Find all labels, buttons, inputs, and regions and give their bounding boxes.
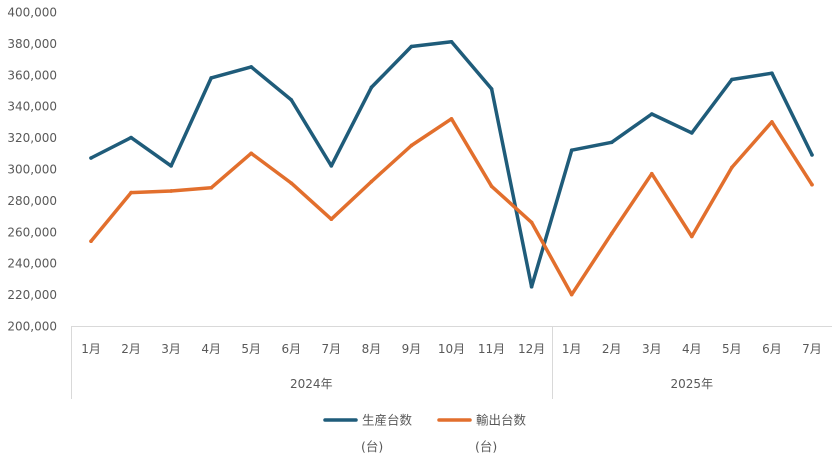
data-point	[369, 179, 374, 184]
x-tick-label: 6月	[281, 342, 301, 356]
data-point	[129, 190, 133, 195]
data-point	[409, 143, 414, 148]
y-tick-label: 280,000	[7, 194, 57, 208]
x-tick-label: 9月	[402, 342, 422, 356]
data-point	[449, 116, 454, 121]
x-tick-label: 7月	[322, 342, 342, 356]
data-point	[489, 87, 494, 91]
x-tick-label: 2月	[602, 342, 622, 356]
y-tick-label: 200,000	[7, 320, 57, 334]
x-tick-label: 2月	[121, 342, 141, 356]
y-tick-label: 360,000	[7, 68, 57, 82]
data-point	[329, 164, 334, 168]
data-point	[770, 120, 774, 124]
data-point	[329, 217, 334, 222]
data-point	[810, 182, 814, 187]
x-tick-label: 6月	[762, 342, 782, 356]
y-tick-label: 320,000	[7, 131, 57, 145]
data-point	[569, 292, 574, 297]
series-line-2	[89, 117, 814, 297]
data-point	[489, 184, 494, 189]
data-point	[169, 189, 173, 193]
data-point	[609, 231, 614, 236]
x-tick-label: 5月	[241, 342, 261, 356]
data-point	[529, 220, 534, 225]
x-tick-label: 1月	[81, 342, 101, 356]
y-tick-label: 260,000	[7, 225, 57, 239]
data-point	[369, 85, 374, 90]
legend: 生産台数 (台) 輸出台数 (台)	[323, 413, 527, 454]
data-point	[810, 153, 814, 157]
data-point	[770, 71, 774, 76]
x-tick-label: 4月	[682, 342, 702, 356]
data-point	[690, 234, 694, 239]
data-point	[609, 140, 614, 145]
data-point	[289, 181, 294, 185]
x-tick-label: 5月	[722, 342, 742, 356]
data-point	[289, 98, 294, 102]
x-group-label: 2025年	[671, 377, 714, 391]
x-tick-label: 10月	[438, 342, 465, 356]
data-point	[649, 112, 654, 116]
data-point	[529, 284, 534, 289]
y-tick-label: 220,000	[7, 288, 57, 302]
data-point	[569, 148, 574, 152]
x-tick-label: 3月	[161, 342, 181, 356]
data-point	[89, 239, 93, 244]
data-point	[249, 65, 254, 69]
y-tick-label: 340,000	[7, 100, 57, 114]
data-point	[129, 135, 133, 140]
legend-unit-1: (台)	[361, 439, 383, 454]
plot-area	[89, 40, 814, 297]
x-group-label: 2024年	[290, 377, 333, 391]
data-point	[89, 156, 93, 160]
data-point	[730, 77, 734, 82]
data-point	[690, 131, 694, 135]
x-axis: 1月 2月 3月 4月 5月 6月 7月 8月 9月 10月 11月 12月 1月 2月 3月 4月 5月 6月 7…	[71, 326, 832, 399]
x-tick-label: 7月	[802, 342, 822, 356]
data-point	[209, 186, 213, 190]
series-line-1	[89, 40, 814, 289]
y-tick-label: 400,000	[7, 6, 57, 20]
x-tick-label: 12月	[518, 342, 545, 356]
legend-label-1: 生産台数	[362, 413, 413, 428]
data-point	[649, 171, 654, 176]
x-tick-label: 4月	[201, 342, 221, 356]
data-point	[169, 164, 173, 168]
y-tick-label: 240,000	[7, 257, 57, 271]
x-tick-label: 8月	[362, 342, 382, 356]
y-axis: 200,000 220,000 240,000 260,000 280,000 300,0…	[7, 6, 57, 334]
legend-label-2: 輸出台数	[476, 413, 527, 428]
x-tick-label: 1月	[562, 342, 582, 356]
y-tick-label: 380,000	[7, 37, 57, 51]
data-point	[449, 40, 454, 44]
data-point	[209, 76, 213, 80]
data-point	[730, 165, 734, 170]
x-tick-label: 11月	[478, 342, 505, 356]
x-tick-label: 3月	[642, 342, 662, 356]
legend-unit-2: (台)	[475, 439, 497, 454]
data-point	[409, 44, 414, 49]
data-point	[249, 151, 254, 156]
y-tick-label: 300,000	[7, 163, 57, 177]
